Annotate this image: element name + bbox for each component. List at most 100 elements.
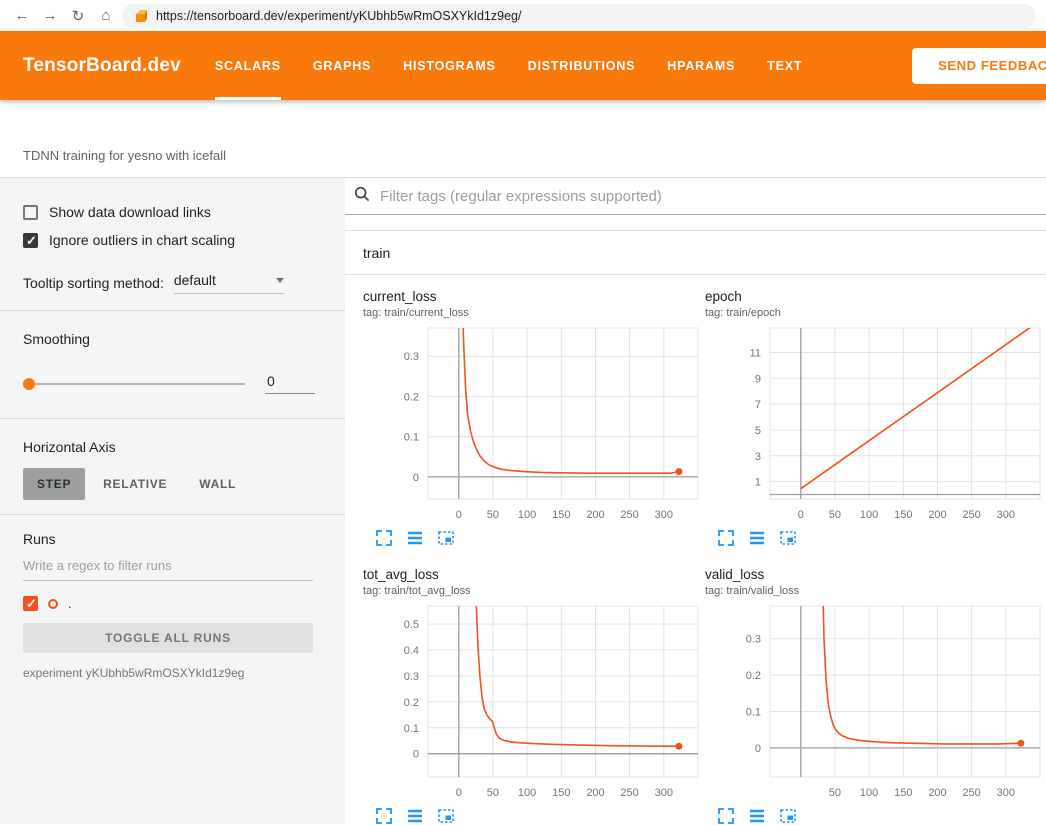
- fit-domain-icon[interactable]: [437, 807, 455, 824]
- svg-text:200: 200: [928, 509, 946, 521]
- chart-plot[interactable]: 05010015020025030000.10.20.30.40.5: [363, 603, 700, 803]
- smoothing-value-input[interactable]: [265, 373, 315, 394]
- chart-plot[interactable]: 5010015020025030000.10.20.3: [705, 603, 1042, 803]
- address-bar[interactable]: https://tensorboard.dev/experiment/yKUbh…: [122, 4, 1036, 28]
- data-series-icon[interactable]: [748, 529, 766, 547]
- tab-distributions[interactable]: DISTRIBUTIONS: [528, 31, 636, 100]
- svg-text:300: 300: [997, 509, 1015, 521]
- svg-text:0.1: 0.1: [404, 432, 419, 444]
- chart-title: current_loss: [363, 289, 700, 304]
- svg-text:0: 0: [456, 509, 462, 521]
- svg-text:0.2: 0.2: [404, 391, 419, 403]
- svg-text:150: 150: [552, 787, 570, 799]
- data-series-icon[interactable]: [406, 807, 424, 824]
- tooltip-sorting-value: default: [174, 272, 216, 288]
- axis-wall-button[interactable]: WALL: [185, 468, 250, 500]
- ignore-outliers-checkbox[interactable]: [23, 233, 38, 248]
- home-icon[interactable]: ⌂: [94, 7, 118, 24]
- fit-domain-icon[interactable]: [779, 807, 797, 824]
- run-color-swatch-icon[interactable]: [48, 599, 58, 609]
- chart-title: epoch: [705, 289, 1042, 304]
- axis-step-button[interactable]: STEP: [23, 468, 85, 500]
- svg-text:0: 0: [755, 743, 761, 755]
- experiment-subheader: TDNN training for yesno with icefall: [0, 100, 1046, 177]
- send-feedback-button[interactable]: SEND FEEDBACK: [912, 48, 1046, 84]
- dropdown-caret-icon: [276, 278, 284, 283]
- expand-chart-icon[interactable]: [717, 807, 735, 824]
- svg-text:100: 100: [518, 787, 536, 799]
- chart-tag: tag: train/current_loss: [363, 307, 700, 319]
- chart-card-valid-loss: valid_loss tag: train/valid_loss 5010015…: [705, 567, 1042, 824]
- chart-card-epoch: epoch tag: train/epoch 05010015020025030…: [705, 289, 1042, 547]
- fit-domain-icon[interactable]: [437, 529, 455, 547]
- show-download-links-checkbox[interactable]: [23, 205, 38, 220]
- smoothing-slider[interactable]: [23, 383, 245, 385]
- tab-scalars[interactable]: SCALARS: [215, 31, 281, 100]
- tag-filter-input[interactable]: [380, 188, 1046, 205]
- experiment-caption: experiment yKUbhb5wRmOSXYkId1z9eg: [23, 666, 313, 680]
- tooltip-sorting-label: Tooltip sorting method:: [23, 275, 164, 291]
- chart-tag: tag: train/tot_avg_loss: [363, 585, 700, 597]
- svg-text:9: 9: [755, 373, 761, 385]
- chart-title: valid_loss: [705, 567, 1042, 582]
- ignore-outliers-row[interactable]: Ignore outliers in chart scaling: [23, 226, 315, 254]
- browser-toolbar: ← → ↻ ⌂ https://tensorboard.dev/experime…: [0, 0, 1046, 31]
- reload-icon[interactable]: ↻: [66, 7, 90, 25]
- chart-plot[interactable]: 05010015020025030000.10.20.3: [363, 325, 700, 525]
- tag-group-header[interactable]: train: [345, 231, 1046, 275]
- back-icon[interactable]: ←: [10, 7, 34, 24]
- svg-text:0.3: 0.3: [404, 351, 419, 363]
- tab-text[interactable]: TEXT: [767, 31, 802, 100]
- show-download-links-row[interactable]: Show data download links: [23, 198, 315, 226]
- data-series-icon[interactable]: [748, 807, 766, 824]
- chart-card-tot-avg-loss: tot_avg_loss tag: train/tot_avg_loss 050…: [363, 567, 700, 824]
- chart-actions: [363, 803, 700, 824]
- tab-graphs[interactable]: GRAPHS: [313, 31, 371, 100]
- brand-title[interactable]: TensorBoard.dev: [23, 55, 181, 77]
- svg-text:0.4: 0.4: [404, 645, 419, 657]
- svg-text:0.2: 0.2: [404, 697, 419, 709]
- svg-text:50: 50: [829, 787, 841, 799]
- tab-histograms[interactable]: HISTOGRAMS: [403, 31, 496, 100]
- main-panel: train current_loss tag: train/current_lo…: [345, 178, 1046, 824]
- axis-relative-button[interactable]: RELATIVE: [89, 468, 181, 500]
- svg-text:5: 5: [755, 425, 761, 437]
- run-list-item[interactable]: .: [23, 596, 313, 611]
- svg-text:0.2: 0.2: [746, 670, 761, 682]
- toggle-all-runs-button[interactable]: TOGGLE ALL RUNS: [23, 623, 313, 653]
- fit-domain-icon[interactable]: [779, 529, 797, 547]
- svg-text:250: 250: [962, 509, 980, 521]
- tooltip-sorting-select[interactable]: default: [174, 272, 284, 294]
- tag-group-card: train current_loss tag: train/current_lo…: [345, 230, 1046, 824]
- svg-text:200: 200: [586, 509, 604, 521]
- svg-text:200: 200: [586, 787, 604, 799]
- svg-text:100: 100: [860, 787, 878, 799]
- search-icon: [353, 185, 371, 208]
- chart-plot[interactable]: 0501001502002503001357911: [705, 325, 1042, 525]
- svg-text:50: 50: [487, 509, 499, 521]
- forward-icon[interactable]: →: [38, 7, 62, 24]
- runs-filter-input[interactable]: [23, 551, 313, 581]
- smoothing-slider-knob[interactable]: [23, 378, 35, 390]
- data-series-icon[interactable]: [406, 529, 424, 547]
- run-checkbox[interactable]: [23, 596, 38, 611]
- svg-text:300: 300: [655, 509, 673, 521]
- svg-text:250: 250: [620, 509, 638, 521]
- chart-card-current-loss: current_loss tag: train/current_loss 0 50…: [363, 289, 700, 547]
- tab-hparams[interactable]: HPARAMS: [667, 31, 735, 100]
- svg-text:0.3: 0.3: [404, 671, 419, 683]
- url-text: https://tensorboard.dev/experiment/yKUbh…: [156, 9, 521, 23]
- chart-tag: tag: train/epoch: [705, 307, 1042, 319]
- nav-tabs: SCALARS GRAPHS HISTOGRAMS DISTRIBUTIONS …: [215, 31, 802, 100]
- horizontal-axis-buttons: STEP RELATIVE WALL: [23, 468, 315, 500]
- svg-text:300: 300: [655, 787, 673, 799]
- svg-text:0: 0: [798, 509, 804, 521]
- chart-actions: [705, 525, 1042, 547]
- expand-chart-icon[interactable]: [375, 807, 393, 824]
- expand-chart-icon[interactable]: [375, 529, 393, 547]
- expand-chart-icon[interactable]: [717, 529, 735, 547]
- content-area: Show data download links Ignore outliers…: [0, 177, 1046, 824]
- svg-text:150: 150: [894, 787, 912, 799]
- svg-text:50: 50: [487, 787, 499, 799]
- svg-text:300: 300: [997, 787, 1015, 799]
